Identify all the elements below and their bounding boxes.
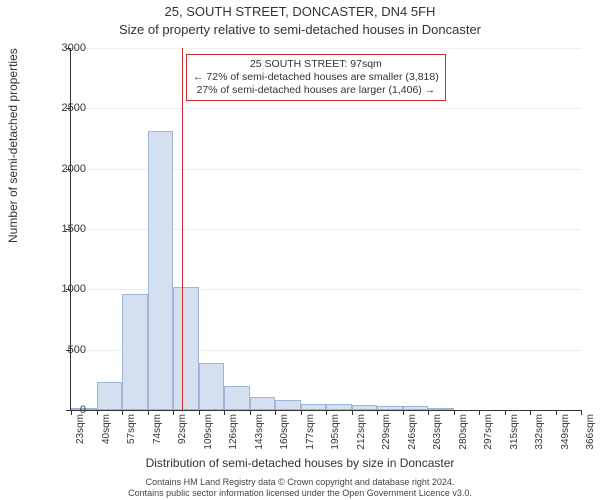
histogram-bar — [97, 382, 123, 410]
histogram-bar — [275, 400, 301, 410]
y-axis-label: Number of semi-detached properties — [6, 48, 20, 243]
histogram-bar — [122, 294, 148, 410]
x-axis-label: Distribution of semi-detached houses by … — [0, 456, 600, 470]
footer-line1: Contains HM Land Registry data © Crown c… — [0, 477, 600, 487]
xtick-label: 332sqm — [534, 414, 545, 459]
xtick-mark — [224, 410, 225, 415]
xtick-label: 366sqm — [585, 414, 596, 459]
histogram-bar — [199, 363, 225, 410]
xtick-label: 297sqm — [483, 414, 494, 459]
ytick-label: 0 — [46, 404, 86, 416]
xtick-label: 74sqm — [152, 414, 163, 459]
xtick-label: 280sqm — [458, 414, 469, 459]
xtick-label: 23sqm — [75, 414, 86, 459]
histogram-bar — [173, 287, 199, 410]
footer-attribution: Contains HM Land Registry data © Crown c… — [0, 477, 600, 498]
xtick-label: 246sqm — [407, 414, 418, 459]
xtick-mark — [377, 410, 378, 415]
histogram-bar — [148, 131, 174, 410]
ytick-label: 1000 — [46, 283, 86, 295]
ytick-label: 3000 — [46, 42, 86, 54]
xtick-mark — [173, 410, 174, 415]
xtick-mark — [250, 410, 251, 415]
chart-container: 25, SOUTH STREET, DONCASTER, DN4 5FH Siz… — [0, 0, 600, 500]
xtick-label: 40sqm — [101, 414, 112, 459]
xtick-label: 195sqm — [330, 414, 341, 459]
plot-area: 25 SOUTH STREET: 97sqm ← 72% of semi-det… — [70, 48, 581, 411]
ytick-label: 2000 — [46, 163, 86, 175]
histogram-bar — [377, 406, 403, 410]
histogram-bar — [352, 405, 378, 410]
ytick-label: 500 — [46, 344, 86, 356]
xtick-mark — [199, 410, 200, 415]
marker-line — [182, 48, 183, 410]
xtick-label: 263sqm — [432, 414, 443, 459]
annotation-line2: ← 72% of semi-detached houses are smalle… — [193, 71, 439, 84]
xtick-label: 57sqm — [126, 414, 137, 459]
xtick-label: 126sqm — [228, 414, 239, 459]
footer-line2: Contains public sector information licen… — [0, 488, 600, 498]
xtick-label: 92sqm — [177, 414, 188, 459]
xtick-label: 109sqm — [203, 414, 214, 459]
xtick-mark — [428, 410, 429, 415]
xtick-mark — [326, 410, 327, 415]
histogram-bar — [403, 406, 429, 410]
xtick-label: 160sqm — [279, 414, 290, 459]
annotation-box: 25 SOUTH STREET: 97sqm ← 72% of semi-det… — [186, 54, 446, 101]
gridline — [71, 48, 581, 49]
xtick-mark — [479, 410, 480, 415]
xtick-label: 143sqm — [254, 414, 265, 459]
xtick-mark — [454, 410, 455, 415]
xtick-mark — [122, 410, 123, 415]
gridline — [71, 108, 581, 109]
annotation-line3: 27% of semi-detached houses are larger (… — [193, 84, 439, 97]
histogram-bar — [326, 404, 352, 410]
xtick-mark — [556, 410, 557, 415]
xtick-label: 177sqm — [305, 414, 316, 459]
xtick-mark — [581, 410, 582, 415]
xtick-mark — [148, 410, 149, 415]
xtick-mark — [301, 410, 302, 415]
histogram-bar — [301, 404, 327, 410]
histogram-bar — [428, 408, 454, 410]
xtick-label: 229sqm — [381, 414, 392, 459]
ytick-label: 1500 — [46, 223, 86, 235]
xtick-label: 212sqm — [356, 414, 367, 459]
title-subtitle: Size of property relative to semi-detach… — [0, 22, 600, 37]
annotation-line1: 25 SOUTH STREET: 97sqm — [193, 58, 439, 71]
histogram-bar — [224, 386, 250, 410]
xtick-mark — [505, 410, 506, 415]
xtick-mark — [97, 410, 98, 415]
xtick-mark — [352, 410, 353, 415]
ytick-label: 2500 — [46, 102, 86, 114]
xtick-label: 315sqm — [509, 414, 520, 459]
xtick-mark — [275, 410, 276, 415]
xtick-label: 349sqm — [560, 414, 571, 459]
xtick-mark — [403, 410, 404, 415]
histogram-bar — [250, 397, 276, 410]
xtick-mark — [530, 410, 531, 415]
title-address: 25, SOUTH STREET, DONCASTER, DN4 5FH — [0, 4, 600, 19]
